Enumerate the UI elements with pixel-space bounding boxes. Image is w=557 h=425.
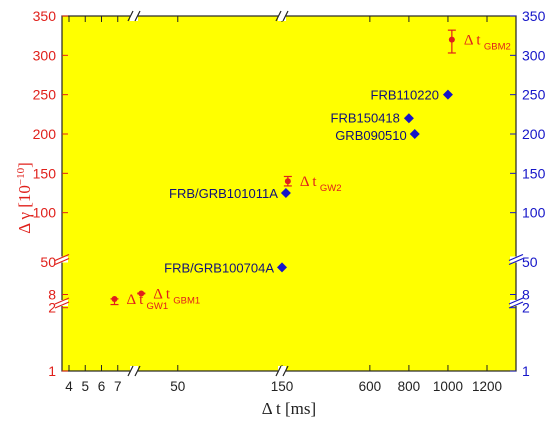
x-axis-break-gap: [130, 11, 138, 21]
x-tick-label: 800: [398, 379, 421, 394]
x-tick-label: 6: [98, 379, 106, 394]
x-axis-break-slash: [282, 365, 289, 377]
point-label: GRB090510: [335, 128, 407, 143]
x-axis-title: Δ t [ms]: [262, 399, 316, 418]
point-label: FRB/GRB100704A: [164, 260, 274, 275]
point-label-subscript: GW1: [147, 301, 169, 312]
y-axis-break-slash: [54, 301, 70, 309]
point-label-delta-t: Δ t: [464, 33, 482, 49]
y-right-tick-label: 1: [522, 363, 530, 379]
point-label-delta-t: Δ t: [153, 287, 171, 303]
y-right-tick-label: 350: [522, 8, 546, 24]
y-left-tick-label: 50: [40, 254, 56, 270]
y-left-tick-label: 2: [48, 300, 56, 316]
x-axis-break-slash: [127, 365, 134, 377]
y-axis-title-main: Δ γ [10: [15, 185, 34, 234]
data-point-circle: [448, 36, 455, 43]
y-left-tick-label: 100: [33, 205, 57, 221]
x-tick-label: 4: [65, 379, 73, 394]
y-left-tick-label: 8: [48, 287, 56, 303]
point-label-subscript: GBM1: [173, 296, 200, 307]
y-axis-break-slash: [508, 301, 524, 309]
y-left-tick-label: 1: [48, 363, 56, 379]
x-tick-label: 1000: [433, 379, 463, 394]
data-point-diamond: [277, 262, 287, 273]
point-label-delta-t: Δ t: [300, 174, 318, 190]
point-label: FRB150418: [331, 110, 400, 125]
y-axis-title-close: ]: [15, 162, 34, 168]
y-axis-break-slash: [508, 253, 524, 262]
x-axis-break-gap: [278, 11, 286, 21]
x-tick-label: 7: [114, 379, 122, 394]
x-axis-break-slash: [134, 365, 141, 377]
x-axis-break-slash: [134, 10, 141, 22]
x-tick-label: 5: [81, 379, 89, 394]
y-axis-break-gap: [56, 300, 68, 306]
data-point-circle: [111, 296, 118, 302]
y-left-tick-label: 350: [33, 8, 57, 24]
y-axis-break-slash: [508, 257, 524, 266]
point-label: FRB110220: [371, 88, 439, 103]
y-axis-break-slash: [54, 257, 70, 266]
x-axis-break-slash: [282, 10, 289, 22]
y-left-tick-label: 300: [33, 47, 57, 63]
y-axis-break-gap: [510, 300, 522, 306]
y-axis-break-gap: [56, 256, 68, 263]
x-axis-break-slash: [275, 365, 282, 377]
x-tick-label: 50: [170, 379, 185, 394]
y-left-tick-label: 150: [33, 165, 57, 181]
point-label-subscript: GBM2: [484, 42, 511, 53]
x-axis-break-gap: [278, 366, 286, 376]
x-tick-label: 150: [271, 379, 294, 394]
y-axis-break-slash: [54, 253, 70, 262]
y-left-tick-label: 200: [33, 126, 57, 142]
y-right-tick-label: 300: [522, 47, 546, 63]
x-axis-break-gap: [130, 366, 138, 376]
data-point-circle: [138, 290, 145, 297]
x-axis-break-slash: [275, 10, 282, 22]
y-axis-title: Δ γ [10−10]: [15, 162, 34, 234]
y-left-tick-label: 250: [33, 87, 57, 103]
data-point-circle: [284, 178, 291, 185]
x-tick-label: 600: [359, 379, 382, 394]
y-axis-title-exponent: −10: [15, 167, 27, 185]
y-right-tick-label: 250: [522, 87, 546, 103]
y-right-tick-label: 200: [522, 126, 546, 142]
y-right-tick-label: 150: [522, 165, 546, 181]
data-point-diamond: [409, 129, 420, 139]
y-axis-break-slash: [508, 297, 524, 305]
y-right-tick-label: 50: [522, 254, 538, 270]
y-axis-break-slash: [54, 297, 70, 305]
data-point-diamond: [442, 89, 453, 100]
point-label-subscript: GW2: [320, 183, 342, 194]
y-right-tick-label: 2: [522, 300, 530, 316]
y-right-tick-label: 100: [522, 205, 546, 221]
x-axis-break-slash: [127, 10, 134, 22]
x-tick-label: 1200: [472, 379, 502, 394]
data-point-diamond: [280, 188, 291, 198]
point-label: FRB/GRB101011A: [169, 186, 278, 201]
y-axis-break-gap: [510, 256, 522, 263]
data-point-diamond: [403, 113, 414, 124]
y-right-tick-label: 8: [522, 287, 530, 303]
